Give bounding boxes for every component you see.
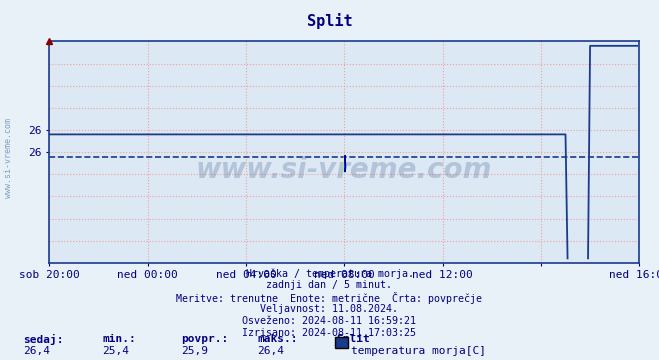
Text: Veljavnost: 11.08.2024.: Veljavnost: 11.08.2024.: [260, 304, 399, 314]
Text: Meritve: trenutne  Enote: metrične  Črta: povprečje: Meritve: trenutne Enote: metrične Črta: …: [177, 292, 482, 304]
Text: povpr.:: povpr.:: [181, 334, 229, 344]
Text: maks.:: maks.:: [257, 334, 297, 344]
Text: Split: Split: [336, 334, 370, 344]
Text: Hrvaška / temperatura morja.: Hrvaška / temperatura morja.: [246, 268, 413, 279]
Text: Osveženo: 2024-08-11 16:59:21: Osveženo: 2024-08-11 16:59:21: [243, 316, 416, 326]
Text: zadnji dan / 5 minut.: zadnji dan / 5 minut.: [266, 280, 393, 290]
Text: www.si-vreme.com: www.si-vreme.com: [4, 118, 13, 198]
Text: 25,4: 25,4: [102, 346, 129, 356]
Text: Split: Split: [306, 13, 353, 28]
Text: 25,9: 25,9: [181, 346, 208, 356]
Text: temperatura morja[C]: temperatura morja[C]: [351, 346, 486, 356]
Text: min.:: min.:: [102, 334, 136, 344]
Text: 26,4: 26,4: [23, 346, 50, 356]
Text: www.si-vreme.com: www.si-vreme.com: [196, 156, 492, 184]
Text: 26,4: 26,4: [257, 346, 284, 356]
Text: Izrisano: 2024-08-11 17:03:25: Izrisano: 2024-08-11 17:03:25: [243, 328, 416, 338]
Text: sedaj:: sedaj:: [23, 334, 63, 345]
